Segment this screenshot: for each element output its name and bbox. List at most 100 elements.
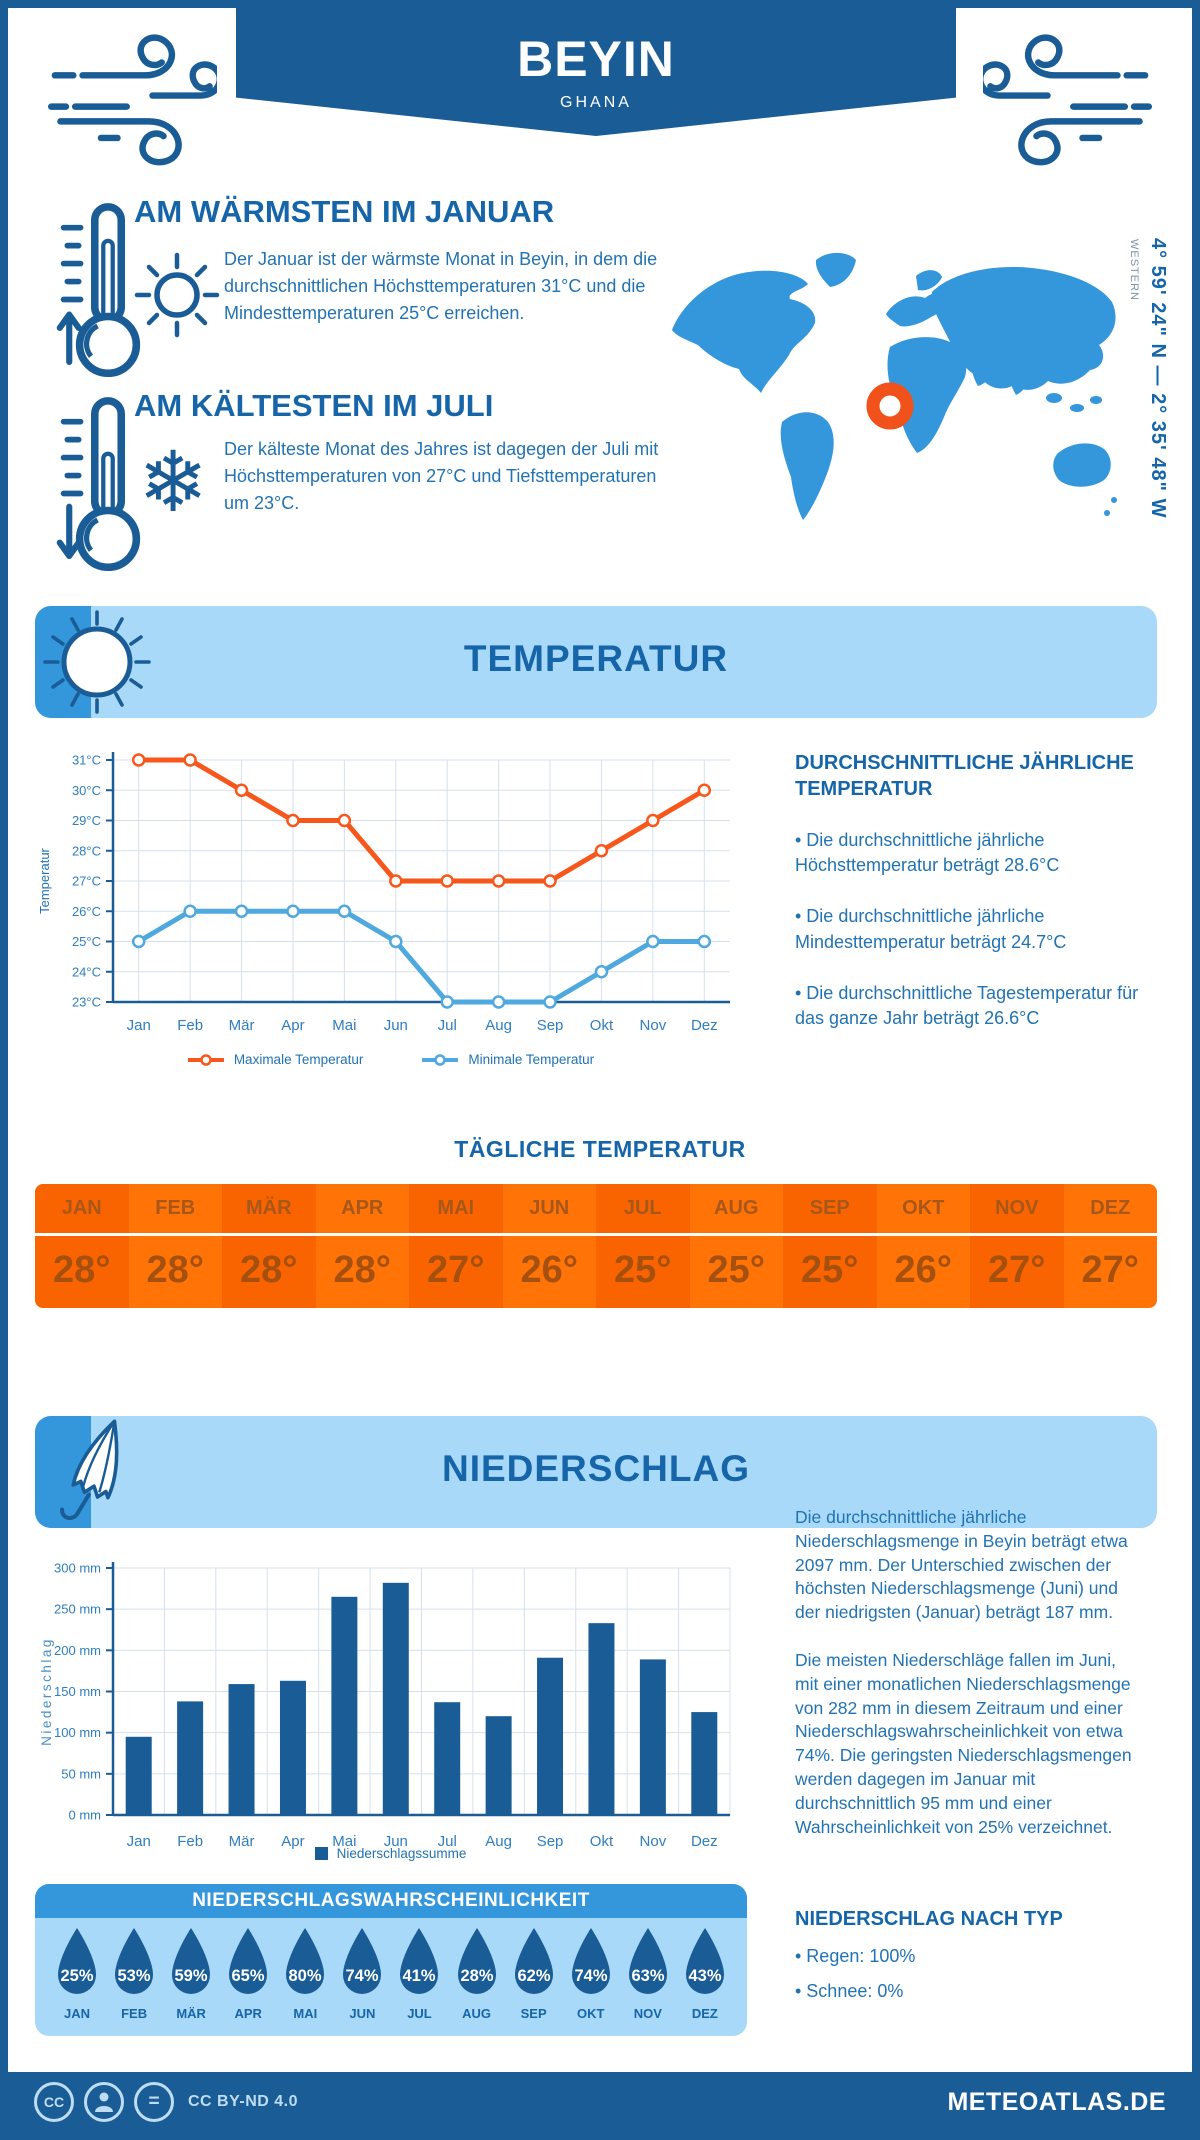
daily-temperature-table: JAN 28° FEB 28° MÄR 28° APR 28° MAI 27° JUN 26° JUL 2…: [35, 1184, 1157, 1308]
temperature-section-banner: TEMPERATUR: [35, 606, 1157, 718]
region-label: WESTERN: [1128, 239, 1140, 301]
raindrop-icon: 80%: [286, 1928, 325, 1994]
daily-temp-value: 28°: [222, 1233, 316, 1305]
daily-temp-column: FEB 28°: [128, 1184, 222, 1308]
daily-temp-column: SEP 25°: [783, 1184, 877, 1308]
svg-text:Feb: Feb: [177, 1017, 203, 1034]
svg-text:Okt: Okt: [590, 1833, 614, 1850]
daily-temp-value: 26°: [502, 1233, 596, 1305]
daily-temp-column: JUN 26°: [502, 1184, 596, 1308]
svg-text:Dez: Dez: [691, 1017, 718, 1034]
daily-temp-column: NOV 27°: [970, 1184, 1064, 1308]
precipitation-by-type: NIEDERSCHLAG NACH TYP • Regen: 100% • Sc…: [795, 1906, 1135, 2002]
precip-bar: [177, 1701, 204, 1815]
daily-temp-value: 28°: [128, 1233, 222, 1305]
svg-text:25°C: 25°C: [72, 934, 101, 949]
sun-icon: [134, 252, 220, 338]
daily-temp-value: 27°: [1063, 1233, 1157, 1305]
svg-text:Mai: Mai: [332, 1833, 356, 1850]
svg-text:43%: 43%: [688, 1967, 721, 1985]
svg-text:Jun: Jun: [384, 1833, 408, 1850]
daily-temp-value: 28°: [35, 1233, 129, 1305]
daily-temp-column: JAN 28°: [35, 1184, 129, 1308]
probability-drop: 28% AUG: [451, 1925, 503, 2021]
map-africa: [887, 337, 967, 453]
warmest-title: AM WÄRMSTEN IM JANUAR: [134, 194, 555, 229]
title-banner: BEYIN GHANA: [236, 8, 956, 136]
daily-temp-month: NOV: [995, 1197, 1039, 1219]
location-marker: [866, 382, 914, 430]
map-north-america: [672, 270, 816, 393]
precip-bar: [279, 1680, 306, 1815]
precip-bar: [537, 1657, 564, 1815]
daily-temp-month: AUG: [714, 1197, 759, 1219]
umbrella-icon: [60, 1419, 119, 1520]
daily-temperature-title: TÄGLICHE TEMPERATUR: [454, 1136, 746, 1162]
raindrop-icon: 53%: [115, 1928, 154, 1994]
wind-icon: [47, 34, 217, 166]
raindrop-icon: 28%: [457, 1928, 496, 1994]
probability-month-label: AUG: [462, 2006, 491, 2021]
svg-text:50 mm: 50 mm: [61, 1766, 101, 1781]
probability-drop: 59% MÄR: [165, 1925, 217, 2021]
probability-drop: 65% APR: [222, 1925, 274, 2021]
coldest-month-block: ❄ AM KÄLTESTEN IM JULI Der kälteste Mona…: [48, 388, 658, 578]
cc-nd-icon: =: [134, 2082, 174, 2122]
svg-text:65%: 65%: [232, 1967, 265, 1985]
raindrop-icon: 25%: [58, 1928, 96, 1994]
probability-drop: 62% SEP: [508, 1925, 560, 2021]
map-greenland: [815, 252, 856, 287]
daily-temp-value: 26°: [876, 1233, 970, 1305]
svg-text:Nov: Nov: [640, 1017, 667, 1034]
coldest-title: AM KÄLTESTEN IM JULI: [134, 388, 494, 423]
legend-min-label: Minimale Temperatur: [468, 1052, 595, 1067]
daily-temp-value: 27°: [409, 1233, 503, 1305]
daily-temp-value: 25°: [596, 1233, 690, 1305]
svg-text:Jun: Jun: [384, 1017, 408, 1034]
daily-temp-month: DEZ: [1090, 1197, 1131, 1219]
svg-text:Jul: Jul: [438, 1017, 457, 1034]
by-type-bullet: • Regen: 100%: [795, 1946, 916, 1966]
daily-temp-column: APR 28°: [315, 1184, 409, 1308]
daily-temp-value: 25°: [689, 1233, 783, 1305]
svg-text:250 mm: 250 mm: [54, 1602, 101, 1617]
cc-icon: CC: [34, 2082, 74, 2122]
precip-bar: [588, 1623, 615, 1815]
warmest-text: Der Januar ist der wärmste Monat in Beyi…: [224, 249, 658, 323]
svg-text:Dez: Dez: [691, 1833, 718, 1850]
svg-text:23°C: 23°C: [72, 995, 101, 1010]
svg-text:Sep: Sep: [537, 1017, 564, 1034]
daily-temp-month: JUL: [623, 1197, 662, 1219]
daily-temp-month: FEB: [155, 1197, 196, 1219]
daily-temp-column: MAI 27°: [409, 1184, 503, 1308]
probability-drop: 80% MAI: [279, 1925, 331, 2021]
probability-month-label: JUL: [407, 2006, 432, 2021]
precipitation-paragraph: Die meisten Niederschläge fallen im Juni…: [795, 1649, 1132, 1837]
by-type-bullet: • Schnee: 0%: [795, 1981, 904, 2001]
daily-temp-month: MÄR: [245, 1197, 292, 1219]
precipitation-probability-box: NIEDERSCHLAGSWAHRSCHEINLICHKEIT 25% JAN 53…: [35, 1884, 747, 2036]
thermometer-up-icon: [56, 203, 141, 378]
svg-text:Mär: Mär: [229, 1833, 255, 1850]
page-subtitle: GHANA: [560, 94, 632, 111]
probability-month-label: DEZ: [691, 2006, 718, 2021]
daily-temp-value: 27°: [970, 1233, 1064, 1305]
daily-temp-month: APR: [341, 1197, 384, 1219]
svg-text:Mär: Mär: [229, 1017, 255, 1034]
daily-temp-column: DEZ 27°: [1063, 1184, 1157, 1308]
daily-temp-column: OKT 26°: [876, 1184, 970, 1308]
thermometer-down-icon: [56, 397, 141, 572]
svg-text:74%: 74%: [346, 1967, 379, 1985]
svg-text:Temperatur: Temperatur: [37, 847, 52, 913]
precipitation-paragraph: Die durchschnittliche jährliche Niedersc…: [795, 1507, 1128, 1623]
probability-month-label: SEP: [520, 2006, 547, 2021]
svg-text:80%: 80%: [289, 1967, 322, 1985]
raindrop-icon: 43%: [685, 1928, 724, 1994]
raindrop-icon: 62%: [514, 1928, 553, 1994]
site-link[interactable]: METEOATLAS.DE: [947, 2087, 1166, 2116]
daily-temp-value: 25°: [783, 1233, 877, 1305]
probability-drop: 43% DEZ: [679, 1925, 731, 2021]
svg-text:53%: 53%: [118, 1967, 151, 1985]
precip-bar: [434, 1702, 461, 1815]
